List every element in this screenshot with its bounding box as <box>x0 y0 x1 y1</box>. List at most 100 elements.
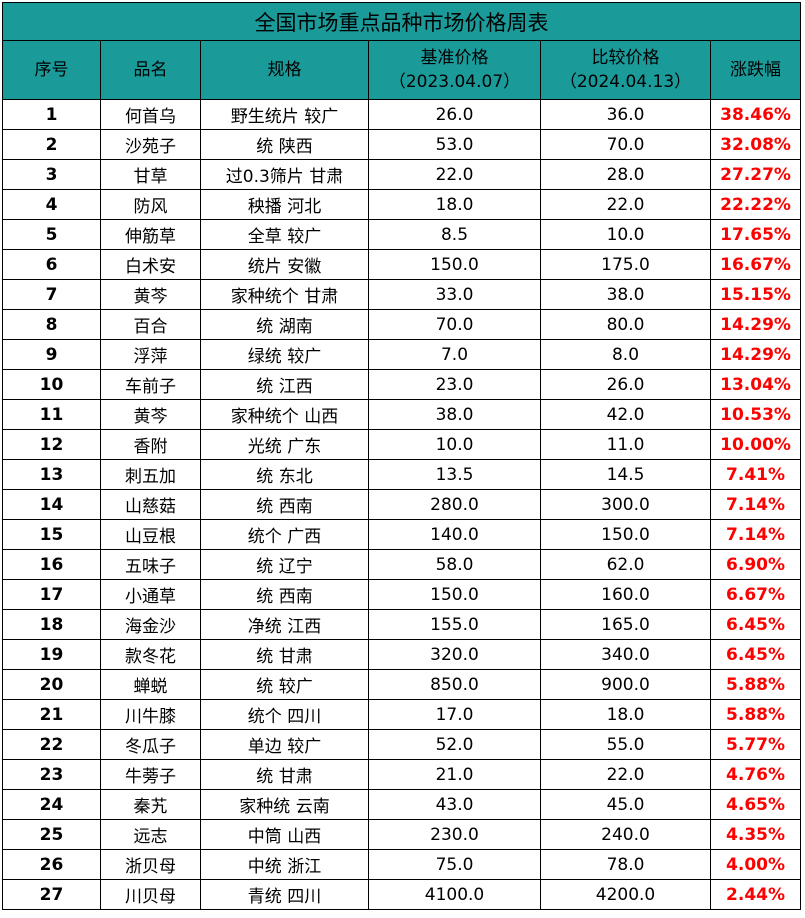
header-name: 品名 <box>100 40 201 100</box>
cell-name: 小通草 <box>100 579 201 610</box>
table-row: 9 浮萍 绿统 较广 7.0 8.0 14.29% <box>2 339 802 370</box>
cell-index: 23 <box>2 759 101 790</box>
cell-name: 防风 <box>100 189 201 220</box>
cell-change: 4.76% <box>709 759 802 790</box>
cell-spec: 统 湖南 <box>200 309 369 340</box>
table-row: 27 川贝母 青统 四川 4100.0 4200.0 2.44% <box>2 879 802 910</box>
cell-compare-price: 42.0 <box>540 399 711 430</box>
cell-name: 香附 <box>100 429 201 460</box>
cell-spec: 秧播 河北 <box>200 189 369 220</box>
cell-name: 山豆根 <box>100 519 201 550</box>
cell-spec: 家种统个 甘肃 <box>200 279 369 310</box>
table-title: 全国市场重点品种市场价格周表 <box>1 2 802 41</box>
table-row: 16 五味子统 辽宁 58.0 62.0 6.90% <box>2 549 802 580</box>
table-row: 4 防风 秧播 河北 18.0 22.0 22.22% <box>2 189 802 220</box>
cell-change: 6.90% <box>709 549 802 580</box>
cell-change: 10.00% <box>709 429 802 460</box>
cell-spec: 光统 广东 <box>200 429 369 460</box>
cell-spec: 统片 安徽 <box>200 249 369 280</box>
cell-compare-price: 26.0 <box>540 369 711 400</box>
table-row: 10 车前子统 江西 23.0 26.0 13.04% <box>2 369 802 400</box>
table-row: 2 沙苑子统 陕西 53.0 70.0 32.08% <box>2 129 802 160</box>
cell-name: 沙苑子 <box>100 129 201 160</box>
cell-index: 6 <box>2 249 101 280</box>
cell-base-price: 13.5 <box>368 459 541 490</box>
cell-compare-price: 8.0 <box>540 339 711 370</box>
cell-spec: 统 西南 <box>200 579 369 610</box>
cell-compare-price: 11.0 <box>540 429 711 460</box>
cell-base-price: 52.0 <box>368 729 541 760</box>
cell-base-price: 150.0 <box>368 579 541 610</box>
cell-name: 黄芩 <box>100 279 201 310</box>
cell-name: 川贝母 <box>100 879 201 910</box>
table-row: 11 黄芩 家种统个 山西 38.0 42.0 10.53% <box>2 399 802 430</box>
header-change: 涨跌幅 <box>709 40 802 100</box>
cell-index: 25 <box>2 819 101 850</box>
table-row: 14 山慈菇统 西南 280.0 300.0 7.14% <box>2 489 802 520</box>
table-row: 6 白术安 统片 安徽 150.0 175.0 16.67% <box>2 249 802 280</box>
cell-change: 5.88% <box>709 699 802 730</box>
table-row: 26 浙贝母 中统 浙江 75.0 78.0 4.00% <box>2 849 802 880</box>
table-row: 24 秦艽 家种统 云南 43.0 45.0 4.65% <box>2 789 802 820</box>
cell-base-price: 155.0 <box>368 609 541 640</box>
cell-base-price: 38.0 <box>368 399 541 430</box>
cell-base-price: 18.0 <box>368 189 541 220</box>
cell-index: 17 <box>2 579 101 610</box>
cell-compare-price: 78.0 <box>540 849 711 880</box>
cell-change: 38.46% <box>709 99 802 130</box>
cell-spec: 野生统片 较广 <box>200 99 369 130</box>
header-compare-date: （2024.04.13） <box>559 72 692 92</box>
cell-compare-price: 22.0 <box>540 759 711 790</box>
cell-change: 13.04% <box>709 369 802 400</box>
cell-name: 何首乌 <box>100 99 201 130</box>
cell-base-price: 230.0 <box>368 819 541 850</box>
cell-spec: 统 东北 <box>200 459 369 490</box>
cell-name: 甘草 <box>100 159 201 190</box>
cell-change: 4.35% <box>709 819 802 850</box>
cell-index: 5 <box>2 219 101 250</box>
cell-name: 冬瓜子 <box>100 729 201 760</box>
cell-compare-price: 22.0 <box>540 189 711 220</box>
cell-base-price: 8.5 <box>368 219 541 250</box>
cell-name: 伸筋草 <box>100 219 201 250</box>
cell-change: 14.29% <box>709 309 802 340</box>
cell-compare-price: 4200.0 <box>540 879 711 910</box>
cell-base-price: 43.0 <box>368 789 541 820</box>
cell-base-price: 33.0 <box>368 279 541 310</box>
cell-name: 百合 <box>100 309 201 340</box>
cell-change: 7.14% <box>709 519 802 550</box>
cell-spec: 中统 浙江 <box>200 849 369 880</box>
cell-index: 18 <box>2 609 101 640</box>
cell-change: 16.67% <box>709 249 802 280</box>
table-row: 3 甘草 过0.3筛片 甘肃 22.0 28.0 27.27% <box>2 159 802 190</box>
table-row: 20 蝉蜕统 较广 850.0 900.0 5.88% <box>2 669 802 700</box>
cell-index: 27 <box>2 879 101 910</box>
cell-spec: 过0.3筛片 甘肃 <box>200 159 369 190</box>
cell-compare-price: 900.0 <box>540 669 711 700</box>
cell-spec: 单边 较广 <box>200 729 369 760</box>
cell-compare-price: 55.0 <box>540 729 711 760</box>
table-row: 17 小通草统 西南 150.0 160.0 6.67% <box>2 579 802 610</box>
cell-compare-price: 150.0 <box>540 519 711 550</box>
table-row: 8 百合统 湖南 70.0 80.0 14.29% <box>2 309 802 340</box>
header-compare-label: 比较价格 <box>591 48 660 68</box>
cell-change: 7.14% <box>709 489 802 520</box>
cell-base-price: 10.0 <box>368 429 541 460</box>
cell-index: 19 <box>2 639 101 670</box>
cell-name: 蝉蜕 <box>100 669 201 700</box>
cell-compare-price: 36.0 <box>540 99 711 130</box>
cell-index: 7 <box>2 279 101 310</box>
cell-base-price: 58.0 <box>368 549 541 580</box>
table-row: 21 川牛膝 统个 四川 17.0 18.0 5.88% <box>2 699 802 730</box>
cell-base-price: 17.0 <box>368 699 541 730</box>
cell-compare-price: 45.0 <box>540 789 711 820</box>
cell-index: 8 <box>2 309 101 340</box>
cell-base-price: 4100.0 <box>368 879 541 910</box>
header-base-label: 基准价格 <box>420 48 489 68</box>
cell-name: 山慈菇 <box>100 489 201 520</box>
header-compare-price: 比较价格 （2024.04.13） <box>540 40 711 100</box>
cell-change: 2.44% <box>709 879 802 910</box>
cell-index: 24 <box>2 789 101 820</box>
table-row: 23 牛蒡子统 甘肃 21.0 22.0 4.76% <box>2 759 802 790</box>
cell-name: 川牛膝 <box>100 699 201 730</box>
